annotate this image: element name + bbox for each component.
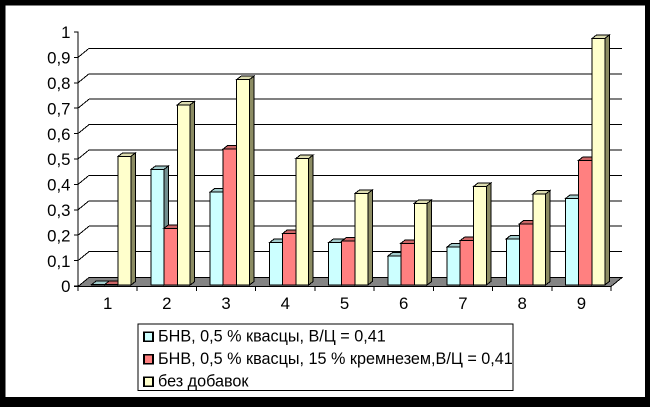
svg-text:0: 0: [61, 277, 70, 296]
svg-text:БНВ, 0,5 % квасцы, 15 % кремне: БНВ, 0,5 % квасцы, 15 % кремнезем,В/Ц = …: [158, 350, 513, 368]
svg-text:1: 1: [61, 23, 70, 42]
svg-text:0,8: 0,8: [47, 74, 70, 93]
svg-text:0,2: 0,2: [47, 226, 70, 245]
svg-text:2: 2: [162, 294, 171, 313]
svg-text:1: 1: [103, 294, 112, 313]
svg-text:без добавок: без добавок: [158, 373, 249, 391]
svg-text:0,7: 0,7: [47, 99, 70, 118]
svg-text:5: 5: [340, 294, 349, 313]
svg-text:БНВ, 0,5 % квасцы, В/Ц = 0,41: БНВ, 0,5 % квасцы, В/Ц = 0,41: [158, 328, 386, 346]
svg-text:0,9: 0,9: [47, 49, 70, 68]
svg-text:0,5: 0,5: [47, 150, 70, 169]
svg-text:9: 9: [577, 294, 586, 313]
svg-text:3: 3: [221, 294, 230, 313]
svg-text:0,3: 0,3: [47, 201, 70, 220]
svg-text:0,4: 0,4: [47, 176, 70, 195]
svg-text:7: 7: [458, 294, 467, 313]
svg-text:6: 6: [399, 294, 408, 313]
svg-text:4: 4: [281, 294, 290, 313]
svg-text:0,1: 0,1: [47, 252, 70, 271]
svg-text:0,6: 0,6: [47, 125, 70, 144]
svg-text:8: 8: [517, 294, 526, 313]
